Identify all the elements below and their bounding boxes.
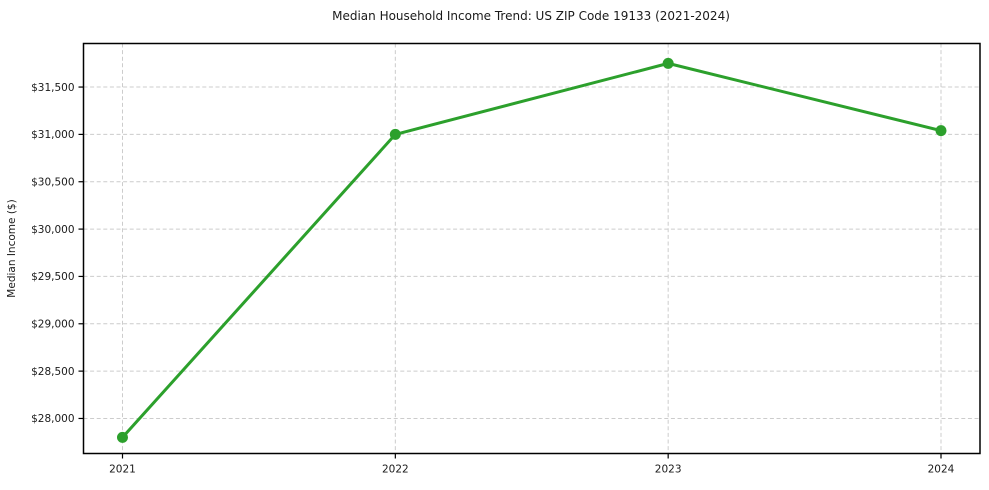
y-tick-label: $30,000 xyxy=(31,224,74,236)
y-tick-label: $29,500 xyxy=(31,271,74,283)
plot-border xyxy=(82,42,981,455)
y-tick-label: $31,000 xyxy=(31,129,74,141)
x-tick-label: 2021 xyxy=(109,464,136,476)
y-tick-label: $28,500 xyxy=(31,366,74,378)
data-point xyxy=(389,128,401,140)
y-tick-label: $29,000 xyxy=(31,318,74,330)
x-tick-label: 2024 xyxy=(928,464,955,476)
x-tick-label: 2023 xyxy=(655,464,682,476)
gridlines xyxy=(83,43,980,454)
y-tick-label: $31,500 xyxy=(31,82,74,94)
data-point xyxy=(935,125,947,137)
chart-title: Median Household Income Trend: US ZIP Co… xyxy=(332,9,730,23)
y-tick-label: $30,500 xyxy=(31,176,74,188)
y-axis-label: Median Income ($) xyxy=(6,199,18,297)
data-point xyxy=(117,431,128,443)
data-series xyxy=(117,57,947,443)
data-point xyxy=(662,57,674,69)
data-line xyxy=(121,61,943,439)
x-tick-label: 2022 xyxy=(382,464,409,476)
y-tick-label: $28,000 xyxy=(31,413,74,425)
axes: $28,000 $28,500 $29,000 $29,500 $30,000 $30,5… xyxy=(31,42,981,476)
